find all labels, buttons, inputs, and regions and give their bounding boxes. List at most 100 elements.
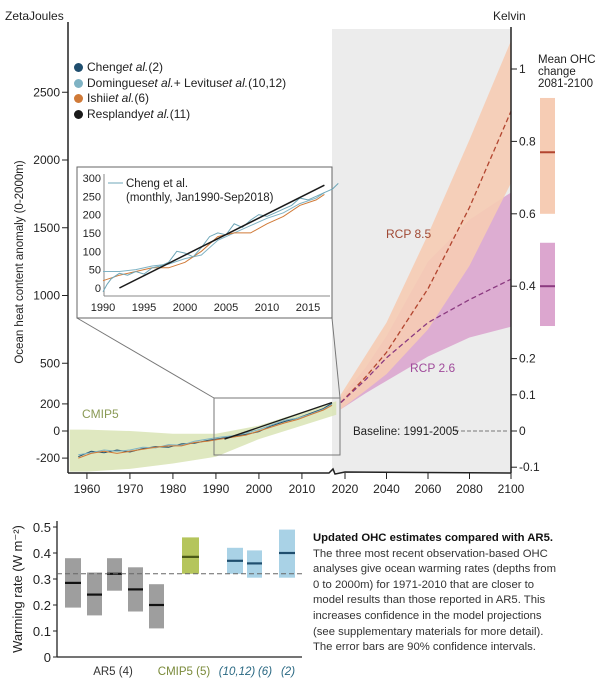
left-axis-label: Ocean heat content anomaly (0-2000m) bbox=[14, 160, 26, 363]
y-tick-label: 2000 bbox=[33, 153, 60, 167]
inset-x-tick-label: 1995 bbox=[132, 302, 156, 314]
inset-zoom-box bbox=[213, 397, 341, 456]
legend-dot-icon bbox=[74, 94, 83, 104]
inset-y-tick-label: 200 bbox=[83, 210, 101, 222]
y-right-tick-label: 0 bbox=[519, 424, 526, 438]
bar-y-tick-label: 0 bbox=[44, 650, 51, 665]
observation-line bbox=[78, 404, 333, 456]
bar-group-label: (6) bbox=[258, 666, 272, 678]
x-tick-label: 1990 bbox=[203, 482, 230, 496]
rcp85-label: RCP 8.5 bbox=[386, 227, 431, 241]
y-tick-label: -200 bbox=[36, 451, 60, 465]
inset-chart: 0 50 100 150 200 250 300 1990 1995 2000 2005 2010 20… bbox=[76, 166, 339, 319]
observation-line bbox=[224, 401, 333, 440]
x-tick-label: 1970 bbox=[117, 482, 144, 496]
caption-line: 0 to 2000m) for 1971-2010 that are close… bbox=[313, 578, 535, 591]
bar-y-tick-label: 0.1 bbox=[33, 624, 51, 639]
bar-group-label: (2) bbox=[281, 666, 295, 678]
legend-dot-icon bbox=[74, 78, 83, 88]
inset-x-tick-label: 2015 bbox=[296, 302, 320, 314]
inset-connector bbox=[331, 317, 341, 399]
inset-y-tick-label: 0 bbox=[95, 283, 101, 295]
warming-rate-bar bbox=[149, 584, 164, 629]
x-tick-label: 2020 bbox=[332, 482, 359, 496]
x-tick-label: 2040 bbox=[373, 482, 400, 496]
ohc-change-title: 2081-2100 bbox=[538, 78, 593, 90]
legend-item-resplandy: Resplandy et al. (11) bbox=[74, 107, 286, 123]
rcp26-label: RCP 2.6 bbox=[410, 361, 455, 375]
y-tick-label: 500 bbox=[40, 356, 60, 370]
inset-x-tick-label: 2005 bbox=[214, 302, 238, 314]
inset-x-tick-label: 2010 bbox=[255, 302, 279, 314]
inset-connector bbox=[76, 317, 215, 399]
legend-dot-icon bbox=[74, 109, 83, 119]
caption-title: Updated OHC estimates compared with AR5. bbox=[313, 532, 554, 544]
y-tick-label: 0 bbox=[53, 424, 60, 438]
caption-line: The error bars are 90% confidence interv… bbox=[313, 641, 536, 654]
inset-line bbox=[103, 192, 325, 272]
inset-frame bbox=[76, 166, 333, 319]
bar-y-tick-label: 0.4 bbox=[33, 546, 51, 561]
x-axis bbox=[68, 467, 512, 475]
y-right-tick-label: -0.1 bbox=[519, 460, 540, 474]
baseline-label: Baseline: 1991-2005 bbox=[353, 426, 459, 438]
x-tick-label: 2100 bbox=[498, 482, 525, 496]
legend: Cheng et al. (2) Domingues et al. + Levi… bbox=[74, 60, 286, 122]
y-right-tick-label: 0.4 bbox=[519, 279, 536, 293]
left-axis-unit: ZetaJoules bbox=[5, 9, 64, 23]
ohc-change-bar bbox=[540, 242, 555, 327]
legend-dot-icon bbox=[74, 63, 83, 73]
caption-line: The three most recent observation-based … bbox=[313, 547, 548, 560]
y-right-tick-label: 0.6 bbox=[519, 207, 536, 221]
inset-x-tick-label: 1990 bbox=[91, 302, 115, 314]
figure-caption: Updated OHC estimates compared with AR5.… bbox=[313, 531, 600, 656]
legend-item-ishii: Ishii et al. (6) bbox=[74, 91, 286, 107]
ohc-change-title: change bbox=[538, 66, 576, 78]
cmip5-label: CMIP5 bbox=[82, 407, 119, 421]
y-tick-label: 1500 bbox=[33, 221, 60, 235]
projection-band-rcp85 bbox=[340, 40, 511, 410]
y-tick-label: 1000 bbox=[33, 289, 60, 303]
warming-rate-chart: 0 0.1 0.2 0.3 0.4 0.5 Warming rate (W m⁻²) AR5 … bbox=[10, 520, 302, 678]
main-chart: Baseline: 1991-2005 CMIP5 RCP 8.5 RCP 2.6 Ze… bbox=[5, 9, 596, 496]
bar-y-tick-label: 0.5 bbox=[33, 520, 51, 535]
x-tick-label: 2060 bbox=[415, 482, 442, 496]
inset-line bbox=[102, 193, 325, 282]
inset-y-tick-label: 100 bbox=[83, 246, 101, 258]
inset-y-tick-label: 300 bbox=[83, 173, 101, 185]
bar-group-label: AR5 (4) bbox=[93, 666, 133, 678]
bar-y-tick-label: 0.3 bbox=[33, 572, 51, 587]
inset-label-line2: (monthly, Jan1990-Sep2018) bbox=[126, 192, 274, 204]
projection-mean-rcp26 bbox=[340, 278, 512, 403]
warming-rate-bar bbox=[182, 537, 199, 574]
x-tick-label: 1980 bbox=[160, 482, 187, 496]
inset-y-tick-label: 250 bbox=[83, 191, 101, 203]
y-tick-label: 2500 bbox=[33, 85, 60, 99]
y-tick-label: 200 bbox=[40, 397, 60, 411]
y-right-tick-label: 0.8 bbox=[519, 134, 536, 148]
x-tick-label: 2000 bbox=[246, 482, 273, 496]
caption-line: model results than those reported in AR5… bbox=[313, 594, 546, 607]
x-tick-label: 1960 bbox=[74, 482, 101, 496]
y-right-tick-label: 1 bbox=[519, 62, 526, 76]
inset-line bbox=[119, 184, 325, 289]
projection-mean-rcp85 bbox=[340, 110, 512, 403]
ohc-change-bar bbox=[540, 97, 555, 214]
ohc-change-title: Mean OHC bbox=[538, 54, 596, 66]
cmip5-band bbox=[69, 401, 337, 472]
inset-x-tick-label: 2000 bbox=[173, 302, 197, 314]
inset-y-tick-label: 150 bbox=[83, 228, 101, 240]
x-tick-label: 2080 bbox=[456, 482, 483, 496]
bar-y-tick-label: 0.2 bbox=[33, 598, 51, 613]
legend-item-domingues-levitus: Domingues et al. + Levitus et al. (10,12… bbox=[74, 76, 286, 92]
caption-line: (see supplementary materials for more de… bbox=[313, 625, 544, 638]
caption-line: increases confidence in the model projec… bbox=[313, 609, 542, 622]
bar-group-label: CMIP5 (5) bbox=[158, 666, 211, 678]
inset-label-line1: Cheng et al. bbox=[126, 178, 188, 190]
legend-item-cheng: Cheng et al. (2) bbox=[74, 60, 286, 76]
y-right-tick-label: 0.1 bbox=[519, 388, 536, 402]
caption-line: analyses give ocean warming rates (depth… bbox=[313, 563, 556, 576]
bar-group-label: (10,12) bbox=[219, 666, 256, 678]
inset-y-tick-label: 50 bbox=[89, 265, 101, 277]
x-tick-label: 2010 bbox=[289, 482, 316, 496]
